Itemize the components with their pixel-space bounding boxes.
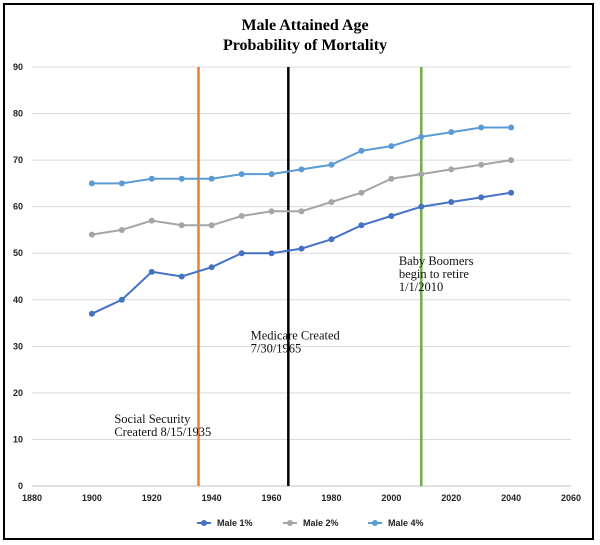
y-tick-label: 0 [18, 481, 23, 491]
data-point [418, 171, 425, 178]
data-point [298, 245, 305, 252]
data-point [298, 208, 305, 215]
data-point [88, 310, 95, 317]
x-tick-label: 1940 [202, 493, 222, 503]
data-point [448, 199, 455, 206]
annotation-text: Baby Boomers [399, 254, 474, 268]
series-lines [88, 124, 515, 317]
data-point [238, 250, 245, 257]
data-point [388, 143, 395, 150]
data-point [448, 166, 455, 173]
data-point [208, 175, 215, 182]
legend-marker [287, 520, 293, 526]
annotation-text: Createrd 8/15/1935 [114, 425, 211, 439]
x-tick-label: 1900 [82, 493, 102, 503]
chart-title-line-1: Male Attained Age [241, 17, 368, 34]
annotation-text: Social Security [114, 412, 191, 426]
data-point [388, 212, 395, 219]
data-point [418, 203, 425, 210]
data-point [478, 124, 485, 131]
data-point [148, 175, 155, 182]
data-point [508, 157, 515, 164]
data-point [148, 217, 155, 224]
y-tick-label: 40 [13, 295, 23, 305]
series-line [91, 126, 512, 185]
data-point [508, 189, 515, 196]
y-tick-label: 90 [13, 62, 23, 72]
data-point [118, 296, 125, 303]
chart-frame [3, 3, 594, 540]
legend: Male 1% Male 2% Male 4% [197, 518, 424, 528]
annotation-text: 7/30/1965 [251, 341, 302, 355]
data-point [178, 273, 185, 280]
legend-label: Male 4% [388, 518, 424, 528]
annotation-text: Medicare Created [251, 328, 341, 342]
data-point [88, 180, 95, 187]
data-point [358, 222, 365, 229]
data-point [148, 268, 155, 275]
data-point [508, 124, 515, 131]
data-point [268, 171, 275, 178]
data-point [88, 231, 95, 238]
data-point [118, 180, 125, 187]
x-tick-label: 1880 [22, 493, 42, 503]
data-point [328, 236, 335, 243]
y-tick-label: 80 [13, 109, 23, 119]
event-lines [197, 67, 423, 486]
data-point [328, 161, 335, 168]
axes: 0 10 20 30 40 50 60 70 80 90 1880 1900 1920 1940 1960 1… [13, 62, 581, 503]
x-tick-label: 1960 [262, 493, 282, 503]
y-tick-label: 60 [13, 202, 23, 212]
y-tick-label: 70 [13, 155, 23, 165]
data-point [418, 133, 425, 140]
gridlines [32, 66, 571, 440]
legend-label: Male 1% [217, 518, 253, 528]
x-tick-label: 1920 [142, 493, 162, 503]
data-point [208, 264, 215, 271]
y-tick-label: 10 [13, 434, 23, 444]
annotation-text: 1/1/2010 [399, 280, 443, 294]
data-point [208, 222, 215, 229]
annotation-text: begin to retire [399, 267, 470, 281]
x-tick-label: 2060 [561, 493, 581, 503]
x-tick-label: 2000 [381, 493, 401, 503]
data-point [478, 161, 485, 168]
data-point [238, 171, 245, 178]
x-tick-label: 1980 [321, 493, 341, 503]
data-point [298, 166, 305, 173]
legend-marker [372, 520, 378, 526]
legend-label: Male 2% [303, 518, 339, 528]
data-point [268, 250, 275, 257]
data-point [388, 175, 395, 182]
data-point [178, 222, 185, 229]
data-point [448, 129, 455, 136]
y-tick-label: 30 [13, 341, 23, 351]
data-point [238, 212, 245, 219]
y-tick-label: 50 [13, 248, 23, 258]
data-point [358, 189, 365, 196]
x-tick-label: 2020 [441, 493, 461, 503]
data-point [268, 208, 275, 215]
data-point [328, 199, 335, 206]
y-tick-label: 20 [13, 388, 23, 398]
data-point [358, 147, 365, 154]
x-tick-label: 2040 [501, 493, 521, 503]
chart-title-line-2: Probability of Mortality [223, 37, 387, 54]
legend-marker [201, 520, 207, 526]
data-point [178, 175, 185, 182]
data-point [118, 226, 125, 233]
data-point [478, 194, 485, 201]
